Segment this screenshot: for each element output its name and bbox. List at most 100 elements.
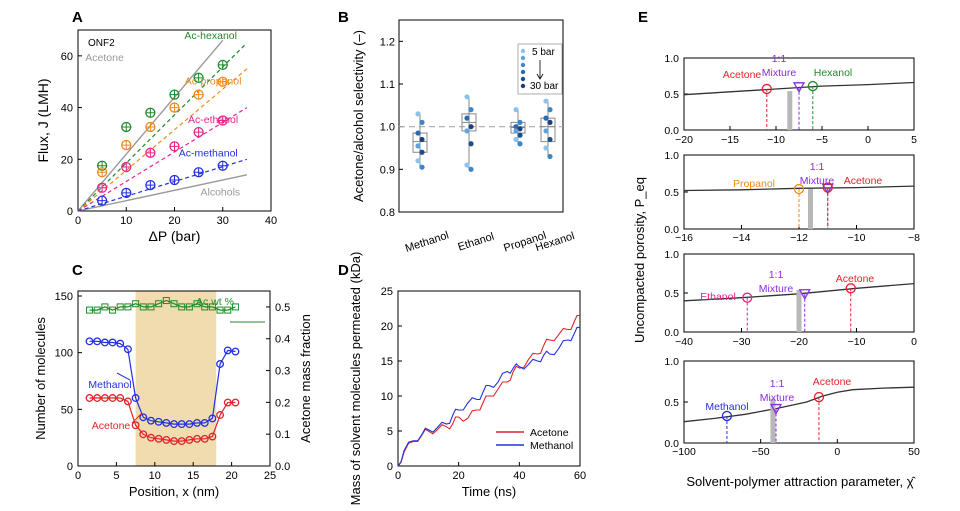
panel-c-point [147, 433, 155, 442]
panel-c-point [193, 300, 201, 308]
panel-c-point [224, 306, 232, 314]
panel-c-acwt-label: Ac wt % [196, 296, 234, 308]
panel-b-point [464, 128, 470, 134]
panel-e-xtick-label: −100 [672, 446, 696, 458]
panel-b-category-label: Methanol [404, 229, 451, 254]
panel-a-errorbar [194, 127, 204, 137]
panel-c-point [86, 306, 94, 314]
panel-a-series-label: Ac-hexanol [184, 30, 237, 42]
panel-e-solvent-marker [845, 283, 856, 294]
panel-e-ylabel: Uncompacted porosity, P_eq [632, 177, 647, 343]
panel-d-ytick-label: 5 [387, 426, 393, 438]
panel-b-point [517, 126, 523, 132]
panel-c-point [109, 306, 117, 314]
panel-e-solvent-marker [813, 391, 825, 403]
panel-c-point [231, 398, 240, 407]
panel-a-errorbar [170, 103, 179, 113]
panel-e-xtick-label: −14 [733, 232, 751, 244]
panel-e-mixture-bar [796, 289, 802, 332]
panel-c-point [108, 394, 117, 402]
panel-a-ytick-label: 60 [61, 51, 73, 63]
panel-a-series-label: Ac-ethanol [188, 114, 238, 126]
panel-a-xtick-label: 0 [75, 215, 81, 227]
panel-e-xtick-label: −20 [790, 336, 808, 348]
panel-e-xtick-label: −10 [848, 336, 866, 348]
panel-c-point [124, 303, 132, 311]
panel-e-mixture-marker [792, 82, 806, 94]
panel-e4-acetone-label: Acetone [813, 376, 852, 388]
panel-d-series-line [397, 326, 580, 467]
panel-e-mixture-marker [798, 289, 811, 301]
panel-a-errorbar [170, 90, 179, 100]
panel-e-ytick-label: 1.0 [664, 150, 679, 162]
panel-b-point [513, 128, 519, 134]
panel-c-point [93, 306, 101, 314]
panel-b-point [468, 166, 474, 172]
panel-e-mixture-marker [769, 403, 783, 415]
panel-c-point [223, 346, 232, 355]
panel-a-errorbar [145, 108, 155, 118]
panel-b-point [415, 130, 421, 136]
panel-b-point [415, 158, 421, 164]
panel-b-point [543, 98, 549, 104]
panel-e3-mixture-label: Mixture [759, 283, 794, 295]
panel-e-solvent-marker [761, 83, 772, 95]
panel-c-ytick-right-label: 0.3 [275, 366, 290, 378]
panel-c-point [193, 434, 201, 443]
panel-c-series-line [89, 299, 236, 311]
panel-c-xlabel: Position, x (nm) [129, 484, 219, 499]
panel-e-xtick-label: −10 [848, 232, 866, 244]
panel-c-ylabel-left: Number of molecules [33, 317, 48, 440]
panel-a-errorbar [194, 167, 204, 177]
panel-c-point [85, 337, 94, 346]
panel-c-ytick-right-label: 0.5 [275, 302, 290, 314]
panel-b-point [513, 107, 519, 113]
panel-b-legend-marker [520, 76, 526, 82]
panel-e-xtick-label: −8 [908, 232, 920, 244]
panel-e-xtick-label: −12 [790, 232, 808, 244]
panel-c-point [185, 303, 193, 311]
panel-a-errorbar [121, 162, 131, 172]
panel-b-point [464, 162, 470, 168]
panel-c-point [116, 394, 125, 402]
panel-d-ytick-label: 25 [381, 286, 393, 298]
panel-d-ytick-label: 0 [387, 461, 393, 473]
panel-b-point [543, 145, 549, 151]
panel-b-ytick-label: 1.2 [380, 36, 395, 48]
panel-e1-mixture-label: Mixture [762, 67, 797, 79]
panel-c-point [154, 417, 163, 426]
panel-b-point [419, 136, 425, 143]
panel-b-point [464, 94, 470, 100]
panel-e-xtick-label: −20 [675, 134, 693, 146]
panel-c-point [132, 300, 140, 308]
panel-c-xtick-label: 20 [225, 470, 237, 482]
panel-d-ylabel: Mass of solvent molecules permeated (kDa… [348, 252, 363, 506]
panel-d-xtick-label: 40 [513, 470, 525, 482]
panel-letter-D: D [338, 262, 349, 279]
panel-b-legend-marker [520, 83, 526, 89]
panel-e1-acetone-label: Acetone [723, 69, 762, 81]
panel-b-ytick-label: 0.9 [380, 164, 395, 176]
panel-c-acetone-arrow [131, 412, 143, 424]
panel-e-xtick-label: −16 [675, 232, 693, 244]
panel-c-point [116, 303, 124, 311]
panel-d-series-line [397, 314, 580, 467]
panel-c-acetone-label: Acetone [92, 420, 131, 432]
panel-d-xlabel: Time (ns) [462, 484, 516, 499]
panel-c-frame [77, 290, 271, 467]
panel-a-xtick-label: 30 [217, 215, 229, 227]
panel-letter-B: B [338, 9, 349, 26]
panel-e-xtick-label: −10 [767, 134, 785, 146]
panel-a-series-label: Ac-propanol [185, 75, 242, 87]
panel-c-methanol-label: Methanol [88, 379, 131, 391]
panel-e3-acetone-label: Acetone [836, 273, 875, 285]
panel-e-ytick-label: 0.5 [664, 89, 679, 101]
panel-b-point [419, 119, 425, 125]
panel-d-xtick-label: 0 [395, 470, 401, 482]
panel-d-ytick-label: 20 [381, 321, 393, 333]
panel-c-ytick-right-label: 0.1 [275, 429, 290, 441]
panel-c-point [208, 414, 217, 423]
panel-c-point [178, 303, 186, 311]
panel-c-point [147, 416, 155, 425]
panel-a-series-label: Ac-methanol [179, 148, 238, 160]
